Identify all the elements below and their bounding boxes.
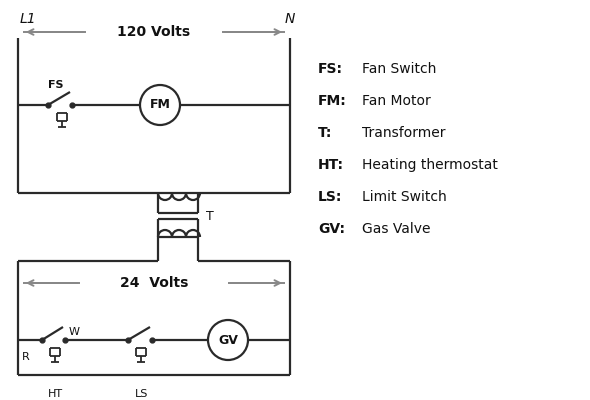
Text: GV: GV [218, 334, 238, 346]
Text: W: W [69, 327, 80, 337]
Text: R: R [22, 352, 30, 362]
Text: Fan Motor: Fan Motor [362, 94, 431, 108]
Text: L1: L1 [20, 12, 37, 26]
Text: GV:: GV: [318, 222, 345, 236]
Text: Heating thermostat: Heating thermostat [362, 158, 498, 172]
Text: Fan Switch: Fan Switch [362, 62, 437, 76]
Text: Limit Switch: Limit Switch [362, 190, 447, 204]
Text: FM: FM [149, 98, 171, 112]
Text: FM:: FM: [318, 94, 347, 108]
Text: Transformer: Transformer [362, 126, 445, 140]
Text: N: N [285, 12, 295, 26]
Text: HT:: HT: [318, 158, 344, 172]
Text: 120 Volts: 120 Volts [117, 25, 191, 39]
Text: T: T [206, 210, 214, 222]
Text: LS: LS [135, 389, 149, 399]
Text: FS:: FS: [318, 62, 343, 76]
Text: Gas Valve: Gas Valve [362, 222, 431, 236]
Text: HT: HT [48, 389, 63, 399]
Text: T:: T: [318, 126, 332, 140]
Text: 24  Volts: 24 Volts [120, 276, 188, 290]
Text: FS: FS [48, 80, 64, 90]
Text: LS:: LS: [318, 190, 342, 204]
